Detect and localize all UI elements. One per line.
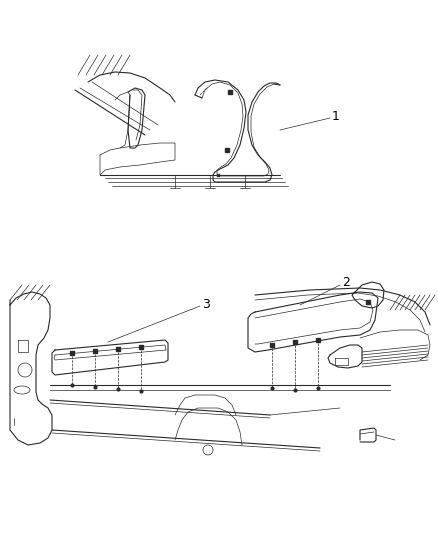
Text: 3: 3 [202, 297, 210, 311]
Text: 2: 2 [342, 277, 350, 289]
Text: 1: 1 [332, 109, 340, 123]
